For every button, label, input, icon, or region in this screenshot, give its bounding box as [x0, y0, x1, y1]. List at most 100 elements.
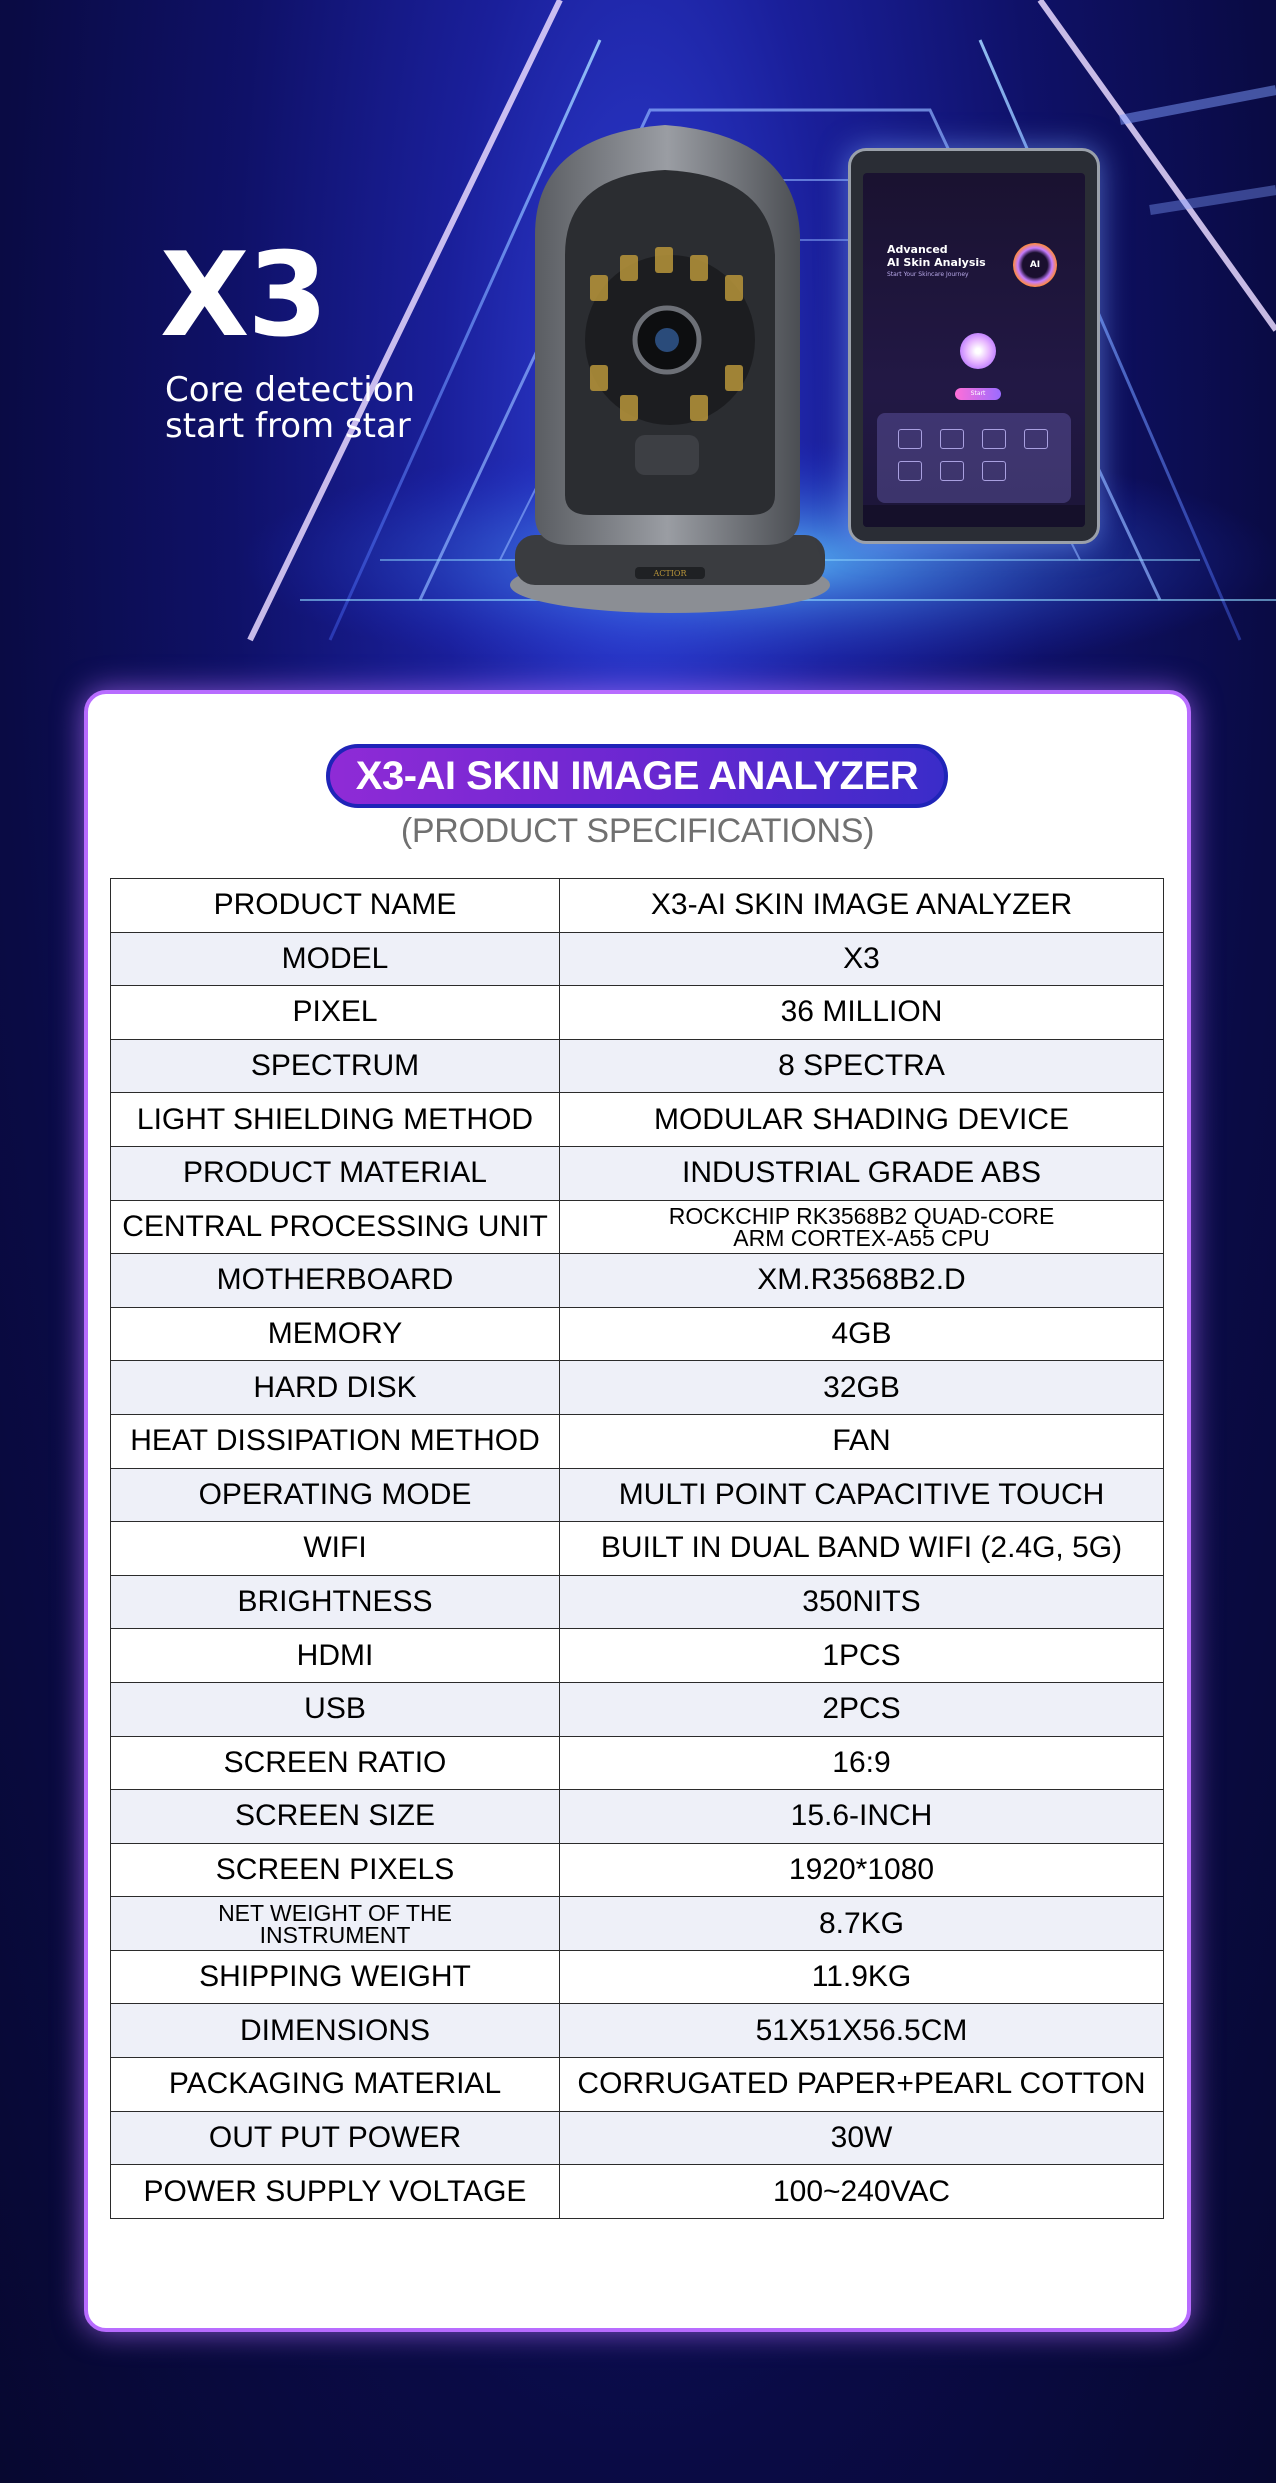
tablet-title-line1: Advanced: [887, 243, 948, 256]
table-row: HDMI 1PCS: [110, 1628, 1164, 1683]
table-row: MEMORY 4GB: [110, 1306, 1164, 1362]
spec-label: SCREEN SIZE: [110, 1789, 560, 1844]
hero-title: X3: [160, 228, 328, 363]
table-row: PIXEL 36 MILLION: [110, 985, 1164, 1040]
spec-label: USB: [110, 1681, 560, 1737]
table-row: SCREEN PIXELS 1920*1080: [110, 1842, 1164, 1898]
spec-value: 32GB: [559, 1360, 1164, 1415]
spec-label-line2: INSTRUMENT: [259, 1921, 411, 1948]
skin-analyzer-device-image: ACTIOR: [510, 125, 830, 613]
hero-subtitle-line1: Core detection: [165, 370, 416, 410]
hero-subtitle: Core detection start from star: [165, 372, 415, 444]
table-row: USB 2PCS: [110, 1681, 1164, 1737]
spec-value: ROCKCHIP RK3568B2 QUAD-CORE ARM CORTEX-A5…: [559, 1199, 1164, 1255]
specifications-table: PRODUCT NAME X3-AI SKIN IMAGE ANALYZER MO…: [110, 878, 1164, 2219]
tablet-title-line2: AI Skin Analysis: [887, 256, 986, 269]
spec-value: 8 SPECTRA: [559, 1038, 1164, 1094]
spec-label: OUT PUT POWER: [110, 2110, 560, 2166]
tablet-menu-icon: [940, 429, 964, 449]
device-brand-label: ACTIOR: [653, 569, 688, 578]
table-row: MODEL X3: [110, 931, 1164, 987]
tablet-menu-panel: [877, 413, 1071, 503]
spec-label: WIFI: [110, 1521, 560, 1576]
tablet-orb-icon: [960, 333, 996, 369]
tablet-menu-icon: [982, 429, 1006, 449]
table-row: MOTHERBOARD XM.R3568B2.D: [110, 1253, 1164, 1308]
spec-value: 30W: [559, 2110, 1164, 2166]
spec-value: INDUSTRIAL GRADE ABS: [559, 1145, 1164, 1201]
tablet-ai-badge: AI: [1013, 243, 1057, 287]
spec-value: X3-AI SKIN IMAGE ANALYZER: [559, 878, 1164, 933]
spec-label: MODEL: [110, 931, 560, 987]
spec-label: CENTRAL PROCESSING UNIT: [110, 1199, 560, 1255]
spec-value: BUILT IN DUAL BAND WIFI (2.4G, 5G): [559, 1521, 1164, 1576]
spec-value: MULTI POINT CAPACITIVE TOUCH: [559, 1467, 1164, 1523]
table-row: HARD DISK 32GB: [110, 1360, 1164, 1415]
tablet-screen: Advanced AI Skin Analysis Start Your Ski…: [863, 173, 1085, 527]
table-row: SPECTRUM 8 SPECTRA: [110, 1038, 1164, 1094]
spec-value: 51X51X56.5CM: [559, 2003, 1164, 2059]
card-subtitle: (PRODUCT SPECIFICATIONS): [400, 812, 875, 850]
spec-label: SCREEN PIXELS: [110, 1842, 560, 1898]
spec-value: XM.R3568B2.D: [559, 1253, 1164, 1308]
spec-label: MOTHERBOARD: [110, 1253, 560, 1308]
table-row: PRODUCT MATERIAL INDUSTRIAL GRADE ABS: [110, 1145, 1164, 1201]
tablet-start-button: Start: [955, 388, 1001, 400]
spec-label: PACKAGING MATERIAL: [110, 2057, 560, 2112]
tablet-tagline: Start Your Skincare Journey: [887, 271, 969, 278]
table-row: SCREEN RATIO 16:9: [110, 1735, 1164, 1791]
spec-value: 36 MILLION: [559, 985, 1164, 1040]
spec-label: DIMENSIONS: [110, 2003, 560, 2059]
spec-value: 1PCS: [559, 1628, 1164, 1683]
specifications-card: X3-AI SKIN IMAGE ANALYZER (PRODUCT SPECI…: [84, 690, 1191, 2332]
spec-label: PRODUCT NAME: [110, 878, 560, 933]
spec-value-line1: ROCKCHIP RK3568B2 QUAD-CORE: [668, 1202, 1055, 1229]
spec-label: SPECTRUM: [110, 1038, 560, 1094]
tablet-menu-icon: [940, 461, 964, 481]
spec-label: SCREEN RATIO: [110, 1735, 560, 1791]
tablet-menu-icon: [898, 429, 922, 449]
table-row: OPERATING MODE MULTI POINT CAPACITIVE TOU…: [110, 1467, 1164, 1523]
spec-label-line1: NET WEIGHT OF THE: [218, 1899, 452, 1926]
spec-value: FAN: [559, 1413, 1164, 1469]
spec-value: 100~240VAC: [559, 2164, 1164, 2219]
spec-label: SHIPPING WEIGHT: [110, 1949, 560, 2005]
card-title-pill: X3-AI SKIN IMAGE ANALYZER: [326, 744, 948, 808]
table-row: NET WEIGHT OF THE INSTRUMENT 8.7KG: [110, 1896, 1164, 1951]
spec-label: OPERATING MODE: [110, 1467, 560, 1523]
table-row: BRIGHTNESS 350NITS: [110, 1574, 1164, 1630]
table-row: CENTRAL PROCESSING UNIT ROCKCHIP RK3568B2…: [110, 1199, 1164, 1255]
table-row: OUT PUT POWER 30W: [110, 2110, 1164, 2166]
spec-label: NET WEIGHT OF THE INSTRUMENT: [110, 1896, 560, 1951]
tablet-image: Advanced AI Skin Analysis Start Your Ski…: [848, 148, 1100, 544]
table-row: LIGHT SHIELDING METHOD MODULAR SHADING DE…: [110, 1092, 1164, 1147]
spec-value: 16:9: [559, 1735, 1164, 1791]
card-title: X3-AI SKIN IMAGE ANALYZER: [355, 753, 919, 798]
tablet-menu-icon: [982, 461, 1006, 481]
tablet-bottom-bar: [863, 505, 1085, 527]
spec-value-line2: ARM CORTEX-A55 CPU: [733, 1224, 990, 1251]
spec-label: PRODUCT MATERIAL: [110, 1145, 560, 1201]
table-row: POWER SUPPLY VOLTAGE 100~240VAC: [110, 2164, 1164, 2219]
spec-label: BRIGHTNESS: [110, 1574, 560, 1630]
spec-label: POWER SUPPLY VOLTAGE: [110, 2164, 560, 2219]
tablet-menu-icon: [898, 461, 922, 481]
tablet-title: Advanced AI Skin Analysis: [887, 243, 986, 269]
spec-value: 11.9KG: [559, 1949, 1164, 2005]
table-row: HEAT DISSIPATION METHOD FAN: [110, 1413, 1164, 1469]
tablet-menu-grid: [889, 425, 1059, 489]
spec-value: 350NITS: [559, 1574, 1164, 1630]
spec-value: 15.6-INCH: [559, 1789, 1164, 1844]
spec-label: LIGHT SHIELDING METHOD: [110, 1092, 560, 1147]
hero-subtitle-line2: start from star: [165, 406, 411, 446]
table-row: SCREEN SIZE 15.6-INCH: [110, 1789, 1164, 1844]
spec-value: 4GB: [559, 1306, 1164, 1362]
table-row: PACKAGING MATERIAL CORRUGATED PAPER+PEARL…: [110, 2057, 1164, 2112]
spec-label: HEAT DISSIPATION METHOD: [110, 1413, 560, 1469]
tablet-menu-icon: [1024, 429, 1048, 449]
table-row: WIFI BUILT IN DUAL BAND WIFI (2.4G, 5G): [110, 1521, 1164, 1576]
spec-value: 8.7KG: [559, 1896, 1164, 1951]
spec-value: CORRUGATED PAPER+PEARL COTTON: [559, 2057, 1164, 2112]
spec-label: MEMORY: [110, 1306, 560, 1362]
spec-label: PIXEL: [110, 985, 560, 1040]
